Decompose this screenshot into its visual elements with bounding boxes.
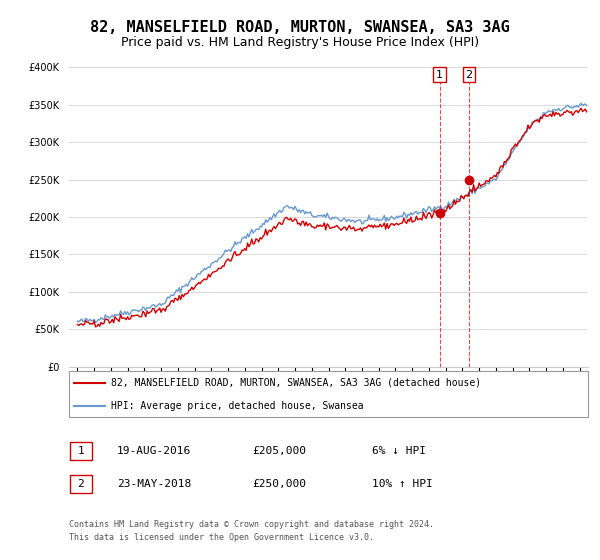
Text: 23-MAY-2018: 23-MAY-2018 — [117, 479, 191, 489]
Text: HPI: Average price, detached house, Swansea: HPI: Average price, detached house, Swan… — [110, 401, 363, 410]
Text: Contains HM Land Registry data © Crown copyright and database right 2024.: Contains HM Land Registry data © Crown c… — [69, 520, 434, 529]
FancyBboxPatch shape — [70, 442, 92, 460]
Text: This data is licensed under the Open Government Licence v3.0.: This data is licensed under the Open Gov… — [69, 533, 374, 542]
FancyBboxPatch shape — [69, 371, 588, 417]
Text: 6% ↓ HPI: 6% ↓ HPI — [372, 446, 426, 456]
Text: 19-AUG-2016: 19-AUG-2016 — [117, 446, 191, 456]
Text: 82, MANSELFIELD ROAD, MURTON, SWANSEA, SA3 3AG: 82, MANSELFIELD ROAD, MURTON, SWANSEA, S… — [90, 20, 510, 35]
Text: 1: 1 — [436, 69, 443, 80]
Text: 2: 2 — [466, 69, 473, 80]
FancyBboxPatch shape — [70, 475, 92, 493]
Text: 2: 2 — [77, 479, 85, 489]
Text: 1: 1 — [77, 446, 85, 456]
Text: £205,000: £205,000 — [252, 446, 306, 456]
Text: £250,000: £250,000 — [252, 479, 306, 489]
Text: 82, MANSELFIELD ROAD, MURTON, SWANSEA, SA3 3AG (detached house): 82, MANSELFIELD ROAD, MURTON, SWANSEA, S… — [110, 378, 481, 388]
Text: 10% ↑ HPI: 10% ↑ HPI — [372, 479, 433, 489]
Text: Price paid vs. HM Land Registry's House Price Index (HPI): Price paid vs. HM Land Registry's House … — [121, 36, 479, 49]
